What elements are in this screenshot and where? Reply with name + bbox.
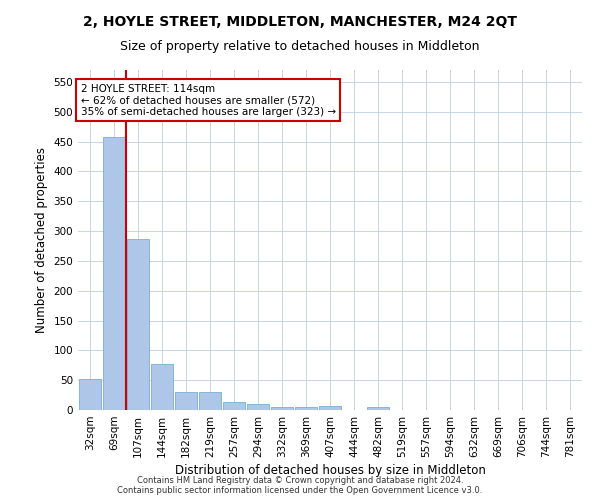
Bar <box>367 407 389 410</box>
Text: Contains HM Land Registry data © Crown copyright and database right 2024.
Contai: Contains HM Land Registry data © Crown c… <box>118 476 482 495</box>
Text: 2 HOYLE STREET: 114sqm
← 62% of detached houses are smaller (572)
35% of semi-de: 2 HOYLE STREET: 114sqm ← 62% of detached… <box>80 84 335 117</box>
Bar <box>199 392 221 410</box>
X-axis label: Distribution of detached houses by size in Middleton: Distribution of detached houses by size … <box>175 464 485 477</box>
Y-axis label: Number of detached properties: Number of detached properties <box>35 147 48 333</box>
Bar <box>151 364 173 410</box>
Text: 2, HOYLE STREET, MIDDLETON, MANCHESTER, M24 2QT: 2, HOYLE STREET, MIDDLETON, MANCHESTER, … <box>83 15 517 29</box>
Bar <box>247 404 269 410</box>
Bar <box>223 402 245 410</box>
Bar <box>295 407 317 410</box>
Bar <box>103 138 125 410</box>
Bar <box>175 392 197 410</box>
Text: Size of property relative to detached houses in Middleton: Size of property relative to detached ho… <box>120 40 480 53</box>
Bar <box>79 379 101 410</box>
Bar <box>271 407 293 410</box>
Bar <box>127 239 149 410</box>
Bar <box>319 406 341 410</box>
